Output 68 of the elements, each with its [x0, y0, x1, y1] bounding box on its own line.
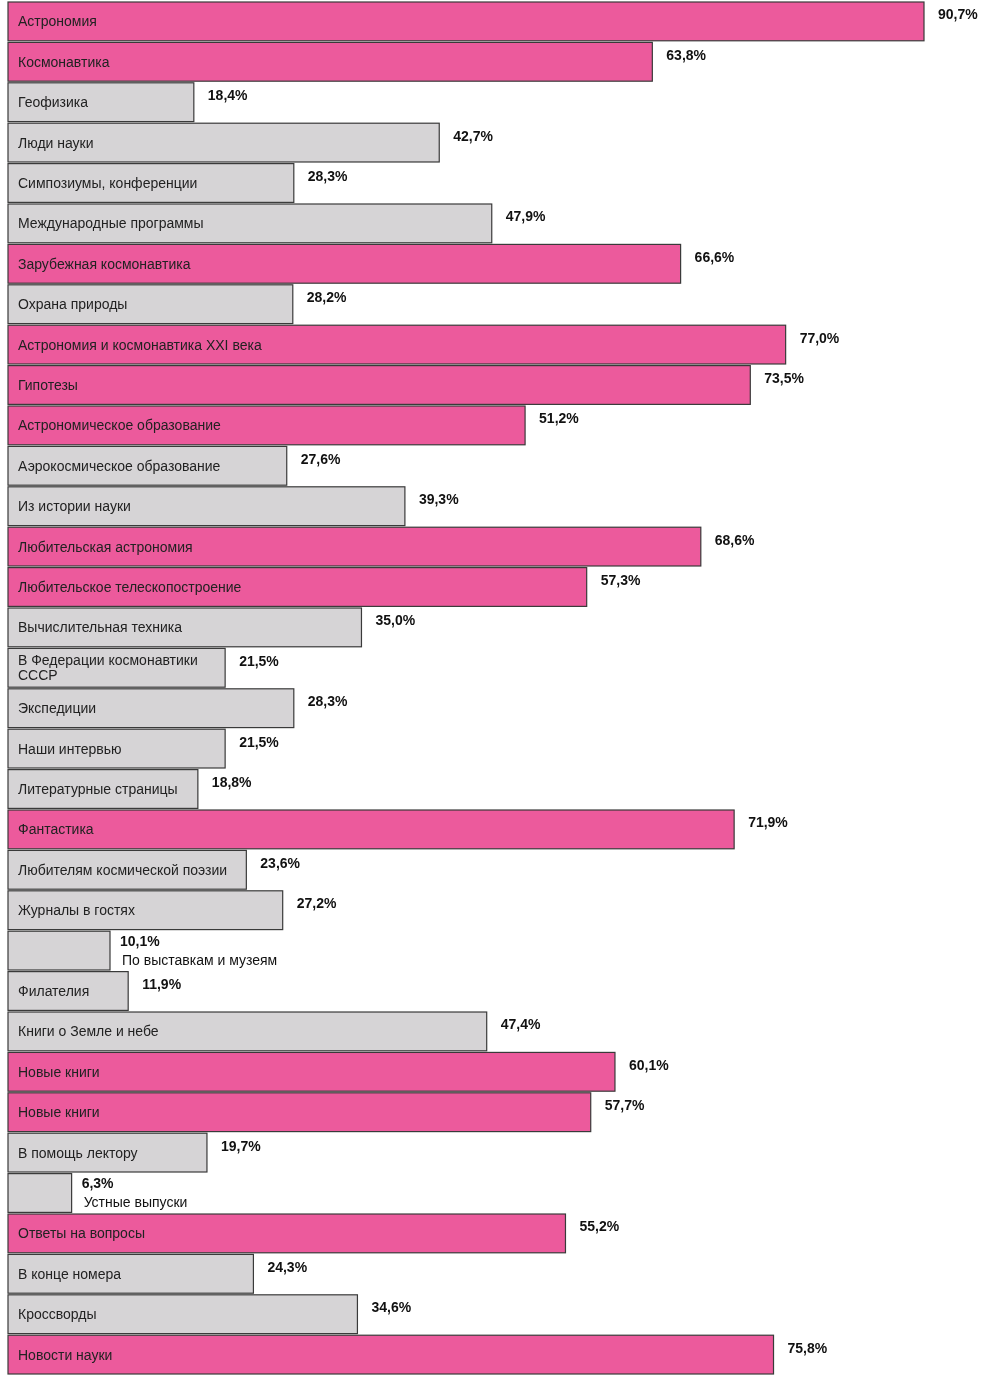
y-tick-label: По выставкам и музеям	[122, 951, 278, 968]
y-tick-label: Литературные страницы	[18, 781, 178, 797]
data-label: 68,6%	[714, 531, 756, 548]
data-label: 71,9%	[748, 814, 789, 831]
y-tick-label: Международные программы	[18, 215, 204, 232]
y-tick-label: Геофизика	[18, 94, 89, 111]
y-tick-label: Филателия	[18, 983, 90, 999]
y-tick-label: Космонавтика	[18, 53, 110, 70]
data-label: 18,4%	[207, 87, 249, 104]
data-label: 77,0%	[799, 329, 840, 346]
data-label: 66,6%	[694, 248, 735, 265]
y-tick-label: Кроссворды	[18, 1306, 97, 1323]
y-tick-label: Из истории науки	[18, 498, 131, 515]
data-label: 21,5%	[239, 733, 280, 750]
data-label: 55,2%	[579, 1218, 620, 1235]
data-label: 73,5%	[764, 370, 805, 386]
data-label: 60,1%	[628, 1056, 670, 1073]
data-label: 75,8%	[787, 1339, 828, 1356]
y-tick-label: Любительская астрономия	[18, 538, 193, 555]
data-label: 27,6%	[300, 450, 341, 467]
data-label: 28,2%	[306, 289, 348, 306]
data-label: 6,3%	[81, 1175, 115, 1192]
y-tick-label: Зарубежная космонавтика	[18, 255, 191, 272]
y-tick-label: Симпозиумы, конференции	[18, 174, 198, 191]
y-tick-label: Астрономическое образование	[18, 417, 221, 434]
y-tick-label: Новые книги	[18, 1104, 100, 1121]
y-tick-label: Люди науки	[18, 134, 94, 151]
data-label: 27,2%	[296, 895, 337, 912]
data-label: 19,7%	[220, 1137, 262, 1154]
data-label: 28,3%	[307, 693, 349, 710]
data-label: 90,7%	[938, 6, 979, 23]
y-tick-label: Астрономия и космонавтика XXI века	[18, 336, 262, 353]
y-tick-label: Фантастика	[18, 821, 94, 838]
data-label: 10,1%	[120, 932, 161, 949]
data-label: 39,3%	[418, 491, 460, 508]
y-tick-label: Экспедиции	[18, 700, 97, 717]
y-tick-label: Новые книги	[18, 1063, 100, 1080]
data-label: 18,8%	[211, 774, 253, 790]
y-tick-label: Вычислительная техника	[18, 619, 183, 636]
y-tick-label: Книги о Земле и небе	[18, 1023, 159, 1040]
data-label: 28,3%	[307, 167, 349, 184]
y-tick-label: Ответы на вопросы	[18, 1225, 145, 1242]
data-label: 11,9%	[142, 976, 182, 992]
data-label: 47,9%	[505, 208, 546, 225]
data-label: 24,3%	[267, 1258, 308, 1275]
data-label: 21,5%	[239, 652, 280, 669]
data-label: 35,0%	[375, 612, 416, 629]
data-label: 34,6%	[371, 1299, 412, 1316]
y-tick-label: Новости науки	[18, 1346, 113, 1363]
y-tick-label: Любителям космической поэзии	[18, 861, 228, 878]
y-tick-label: Гипотезы	[18, 377, 78, 393]
data-label: 47,4%	[500, 1016, 541, 1033]
y-tick-label: Астрономия	[18, 13, 97, 30]
y-tick-label: Охрана природы	[18, 296, 128, 313]
data-label: 23,6%	[260, 854, 301, 871]
y-tick-label: В конце номера	[18, 1265, 122, 1282]
data-label: 57,3%	[600, 572, 641, 588]
y-tick-label: Любительское телескопостроение	[18, 579, 242, 595]
y-tick-label: Устные выпуски	[83, 1194, 188, 1211]
y-tick-label: В Федерации космонавтики СССР	[18, 652, 198, 684]
data-label: 63,8%	[666, 46, 707, 63]
y-tick-label: Наши интервью	[18, 740, 122, 757]
y-tick-label: Журналы в гостях	[18, 902, 135, 919]
data-label: 42,7%	[453, 127, 494, 144]
y-tick-label: В помощь лектору	[18, 1144, 138, 1161]
y-tick-label: Аэрокосмическое образование	[18, 457, 221, 474]
data-label: 51,2%	[539, 410, 580, 427]
data-label: 57,7%	[604, 1097, 645, 1114]
